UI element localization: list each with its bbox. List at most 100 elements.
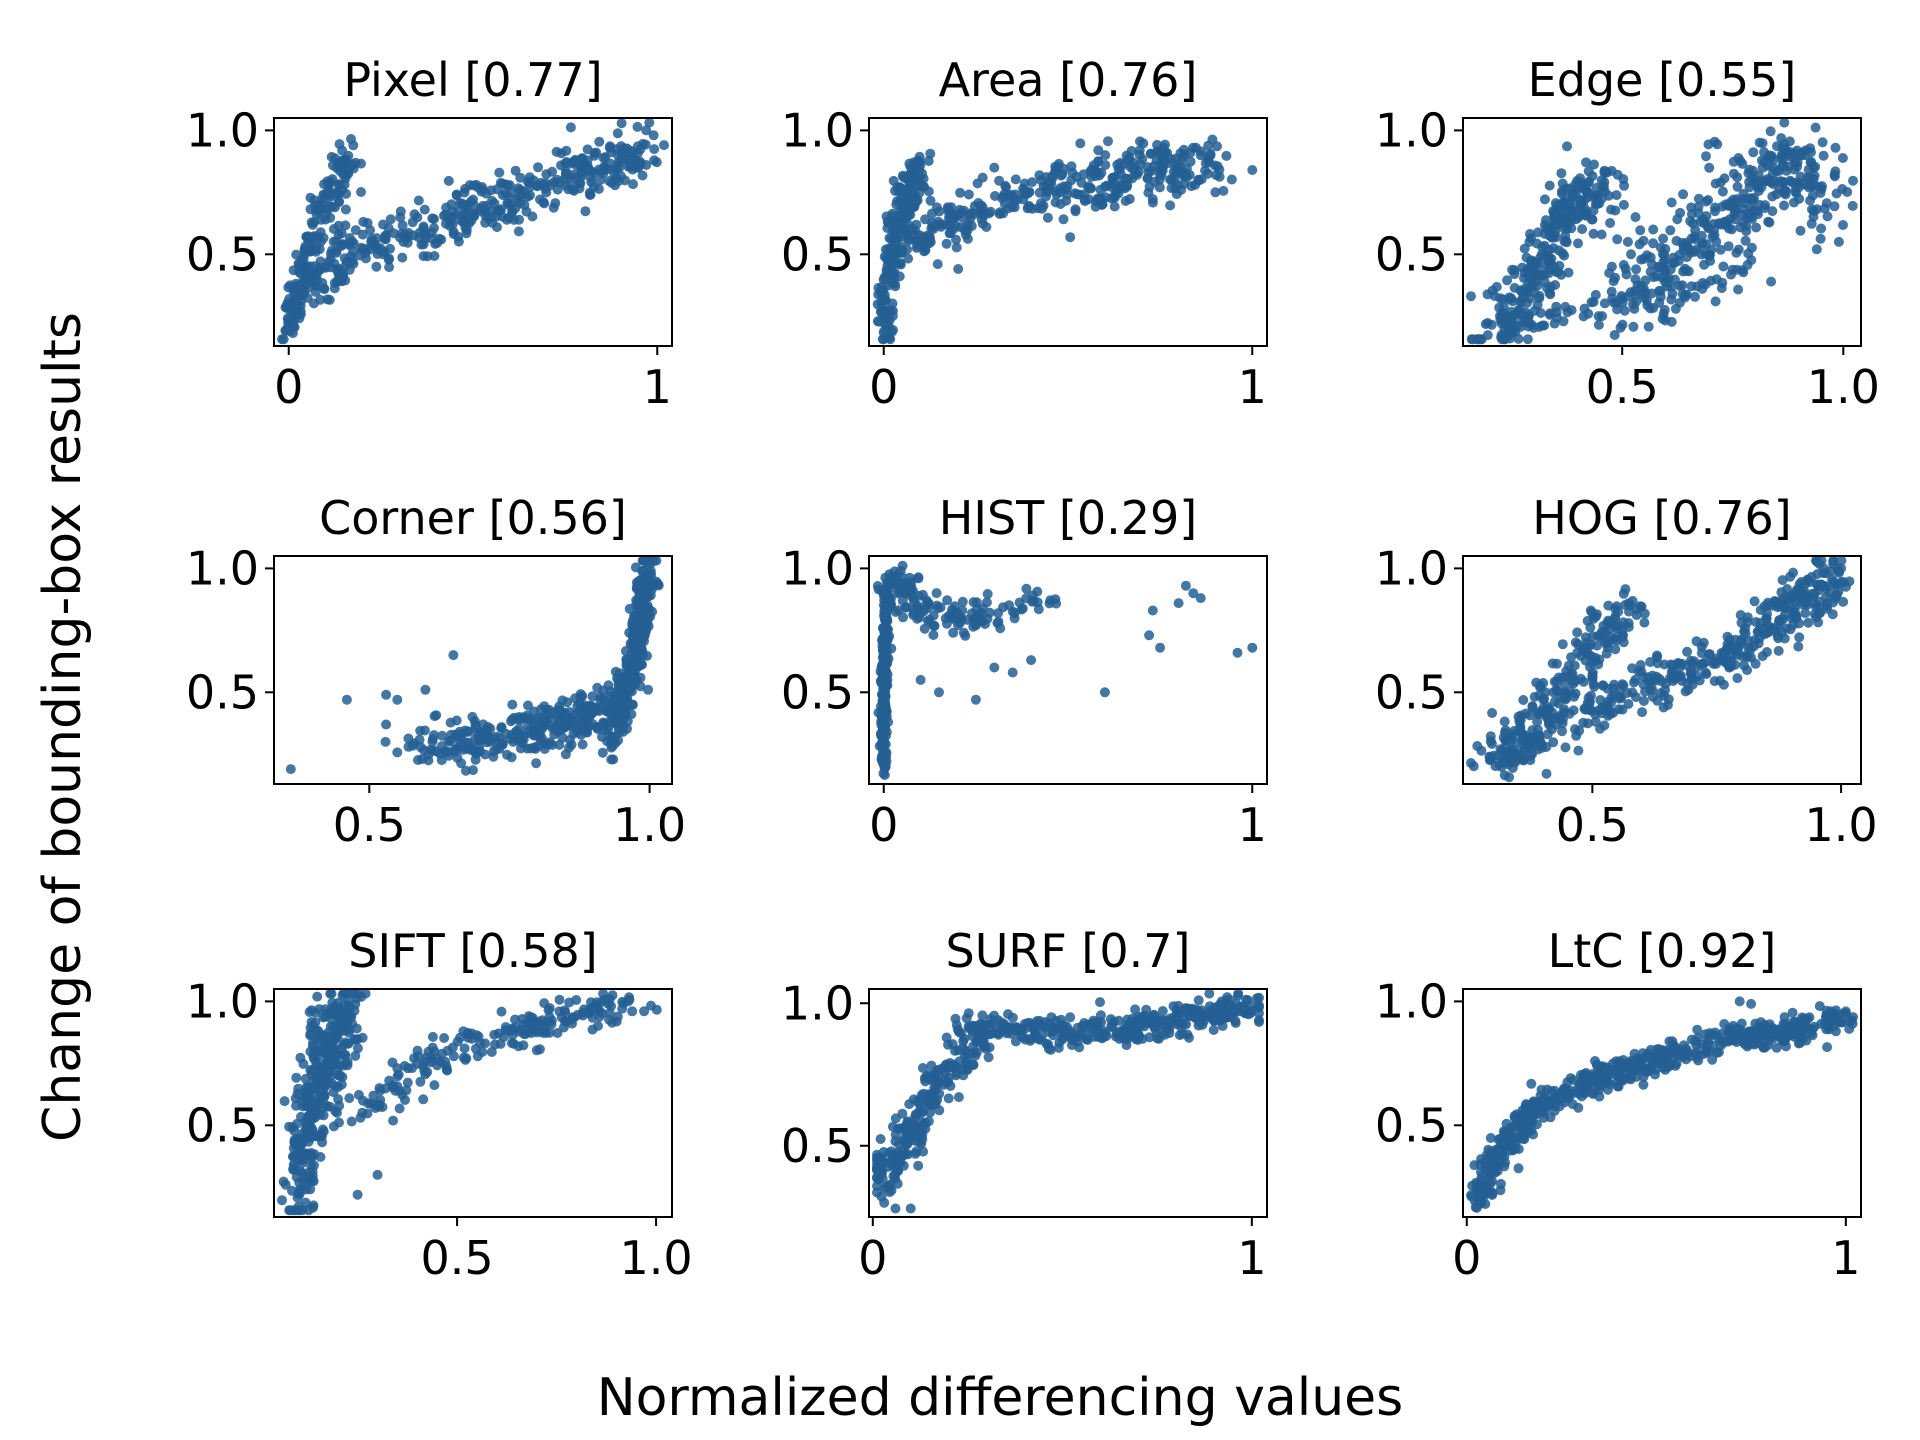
- pixel-point: [297, 285, 308, 296]
- area-point: [1203, 153, 1213, 164]
- hist-point: [932, 600, 942, 611]
- hist-outlier-point: [1247, 642, 1258, 653]
- surf-point: [911, 1136, 922, 1147]
- pixel-point: [341, 188, 352, 199]
- sift-point: [308, 1200, 319, 1211]
- hog-point: [1559, 679, 1570, 689]
- area-point: [1166, 175, 1177, 185]
- edge-point: [1489, 291, 1500, 301]
- corner-point: [529, 725, 540, 736]
- surf-point: [991, 1025, 1002, 1036]
- edge-point: [1628, 299, 1638, 310]
- sift-point: [314, 1004, 325, 1015]
- sift-point: [319, 1081, 330, 1092]
- area-point: [945, 207, 956, 218]
- pixel-point: [348, 258, 359, 269]
- edge-point: [1600, 168, 1611, 178]
- corner-point: [630, 650, 641, 660]
- area-point: [1138, 138, 1149, 149]
- area-point: [1022, 203, 1033, 214]
- hog-point: [1749, 596, 1760, 607]
- corner-point: [645, 566, 656, 577]
- hog-point: [1617, 632, 1628, 642]
- area-point: [1000, 180, 1011, 191]
- area-point: [953, 264, 964, 274]
- edge-point: [1540, 215, 1551, 226]
- edge-point: [1528, 322, 1539, 333]
- sift-point: [310, 1017, 321, 1028]
- edge-point: [1476, 334, 1487, 345]
- surf-point: [1139, 1021, 1150, 1032]
- sift-point: [627, 1006, 638, 1017]
- corner-point: [630, 562, 641, 573]
- corner-title: Corner [0.56]: [319, 491, 627, 545]
- hist-point: [908, 609, 919, 620]
- area-point: [891, 199, 902, 210]
- hog-point: [1755, 605, 1766, 615]
- edge-point: [1711, 274, 1722, 285]
- surf-point: [1181, 1006, 1192, 1017]
- surf-point: [1097, 1033, 1107, 1044]
- ltc-title: LtC [0.92]: [1548, 924, 1777, 978]
- hog-point: [1680, 686, 1691, 697]
- area-point: [914, 164, 925, 175]
- hist-point: [1004, 600, 1015, 611]
- pixel-point: [578, 160, 589, 171]
- corner-axes-frame: [273, 555, 673, 785]
- edge-point: [1574, 177, 1585, 187]
- sift-point: [292, 1088, 303, 1099]
- edge-point: [1499, 314, 1510, 325]
- hog-point: [1566, 668, 1577, 679]
- area-point: [1157, 162, 1168, 173]
- surf-point: [1204, 989, 1215, 999]
- pixel-point: [413, 195, 424, 206]
- corner-x-tick-label: 1.0: [613, 798, 686, 852]
- hog-point: [1506, 750, 1517, 761]
- hog-point: [1587, 631, 1598, 642]
- sift-point: [539, 998, 550, 1009]
- edge-point: [1596, 229, 1607, 240]
- surf-outlier-point: [879, 1197, 890, 1208]
- hog-point: [1613, 606, 1624, 617]
- edge-point: [1631, 264, 1642, 275]
- edge-point: [1815, 233, 1826, 244]
- hog-point: [1488, 750, 1499, 761]
- edge-point: [1559, 250, 1570, 261]
- corner-point: [507, 699, 518, 710]
- edge-point: [1729, 204, 1740, 215]
- hog-point: [1797, 599, 1808, 610]
- corner-point: [643, 684, 654, 695]
- corner-point: [514, 723, 524, 734]
- sift-point: [333, 1070, 344, 1081]
- hog-point: [1557, 726, 1568, 737]
- area-point: [1019, 186, 1030, 197]
- hist-point: [882, 634, 893, 645]
- area-point: [954, 204, 965, 215]
- edge-point: [1790, 186, 1801, 197]
- edge-point: [1701, 239, 1712, 250]
- pixel-point: [594, 136, 605, 147]
- area-point: [876, 306, 886, 317]
- corner-point: [510, 733, 521, 743]
- corner-outlier-point: [381, 719, 392, 730]
- panel-hist: HIST [0.29]0 10.51.0: [781, 491, 1268, 852]
- edge-point: [1612, 234, 1623, 245]
- hog-point: [1581, 704, 1592, 715]
- pixel-point: [329, 283, 340, 294]
- sift-point: [567, 1012, 578, 1023]
- hist-point: [878, 738, 889, 749]
- pixel-outlier-point: [648, 130, 659, 141]
- hist-outlier-point: [1173, 598, 1184, 609]
- edge-point: [1567, 189, 1578, 200]
- hog-point: [1567, 676, 1578, 687]
- pixel-point: [327, 160, 338, 171]
- pixel-point: [491, 211, 502, 222]
- area-point: [895, 259, 906, 270]
- edge-point: [1560, 198, 1570, 209]
- hog-point: [1580, 655, 1591, 666]
- edge-point: [1482, 318, 1493, 328]
- pixel-point: [412, 212, 423, 223]
- hist-point: [928, 630, 939, 640]
- pixel-point: [612, 128, 623, 139]
- edge-point: [1821, 198, 1832, 209]
